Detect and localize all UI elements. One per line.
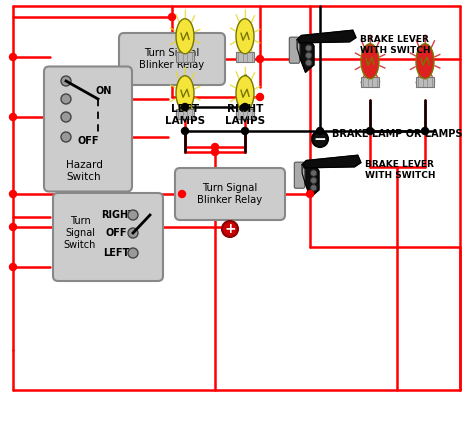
Circle shape — [310, 185, 317, 191]
Text: ON: ON — [96, 86, 112, 96]
FancyBboxPatch shape — [289, 37, 300, 63]
Circle shape — [421, 127, 428, 135]
Circle shape — [306, 45, 312, 51]
Circle shape — [310, 170, 317, 176]
Circle shape — [128, 228, 138, 238]
Text: −: − — [314, 131, 327, 147]
Circle shape — [256, 55, 264, 63]
Bar — [176, 52, 194, 62]
Circle shape — [241, 127, 248, 135]
Text: LEFT
LAMPS: LEFT LAMPS — [165, 104, 205, 126]
Circle shape — [128, 248, 138, 258]
Ellipse shape — [176, 19, 194, 54]
Text: Hazard
Switch: Hazard Switch — [65, 160, 102, 182]
Circle shape — [211, 143, 219, 151]
Text: OFF: OFF — [105, 228, 127, 238]
Text: BRAKE LAMP OR LAMPS: BRAKE LAMP OR LAMPS — [332, 129, 462, 139]
Circle shape — [9, 224, 17, 231]
Circle shape — [256, 93, 264, 101]
FancyBboxPatch shape — [44, 67, 132, 191]
Bar — [361, 77, 379, 87]
Circle shape — [317, 127, 323, 135]
Text: +: + — [224, 222, 236, 236]
Circle shape — [61, 94, 71, 104]
Bar — [236, 109, 254, 119]
Text: RIGHT: RIGHT — [101, 210, 135, 220]
Polygon shape — [297, 38, 314, 72]
Bar — [236, 52, 254, 62]
Text: Turn Signal
Blinker Relay: Turn Signal Blinker Relay — [198, 183, 263, 205]
Circle shape — [312, 131, 328, 147]
Circle shape — [222, 221, 238, 237]
Polygon shape — [298, 30, 356, 43]
Circle shape — [61, 76, 71, 86]
FancyBboxPatch shape — [53, 193, 163, 281]
Polygon shape — [302, 163, 319, 197]
Polygon shape — [303, 155, 361, 168]
FancyBboxPatch shape — [294, 162, 305, 188]
Ellipse shape — [236, 76, 254, 111]
Circle shape — [182, 127, 189, 135]
Circle shape — [128, 210, 138, 220]
Text: BRAKE LEVER
WITH SWITCH: BRAKE LEVER WITH SWITCH — [360, 35, 430, 55]
Circle shape — [241, 104, 248, 110]
Circle shape — [310, 177, 317, 184]
Circle shape — [9, 114, 17, 121]
Circle shape — [9, 54, 17, 60]
Circle shape — [306, 52, 312, 59]
Circle shape — [9, 190, 17, 198]
FancyBboxPatch shape — [119, 33, 225, 85]
Bar — [416, 77, 434, 87]
Text: BRAKE LEVER
WITH SWITCH: BRAKE LEVER WITH SWITCH — [365, 160, 436, 180]
Circle shape — [61, 112, 71, 122]
Text: RIGHT
LAMPS: RIGHT LAMPS — [225, 104, 265, 126]
Bar — [176, 109, 194, 119]
FancyBboxPatch shape — [175, 168, 285, 220]
Circle shape — [9, 263, 17, 270]
Ellipse shape — [236, 19, 254, 54]
Circle shape — [366, 127, 374, 135]
Circle shape — [306, 59, 312, 66]
Text: OFF: OFF — [77, 136, 99, 146]
Ellipse shape — [416, 44, 434, 79]
Ellipse shape — [361, 44, 379, 79]
Circle shape — [307, 190, 313, 198]
Circle shape — [179, 190, 185, 198]
Circle shape — [182, 104, 189, 110]
Text: Turn Signal
Blinker Relay: Turn Signal Blinker Relay — [139, 48, 205, 70]
Text: LEFT: LEFT — [103, 248, 129, 258]
Circle shape — [61, 132, 71, 142]
Text: Turn
Signal
Switch: Turn Signal Switch — [64, 216, 96, 249]
Circle shape — [211, 148, 219, 156]
Ellipse shape — [176, 76, 194, 111]
Circle shape — [168, 13, 175, 21]
